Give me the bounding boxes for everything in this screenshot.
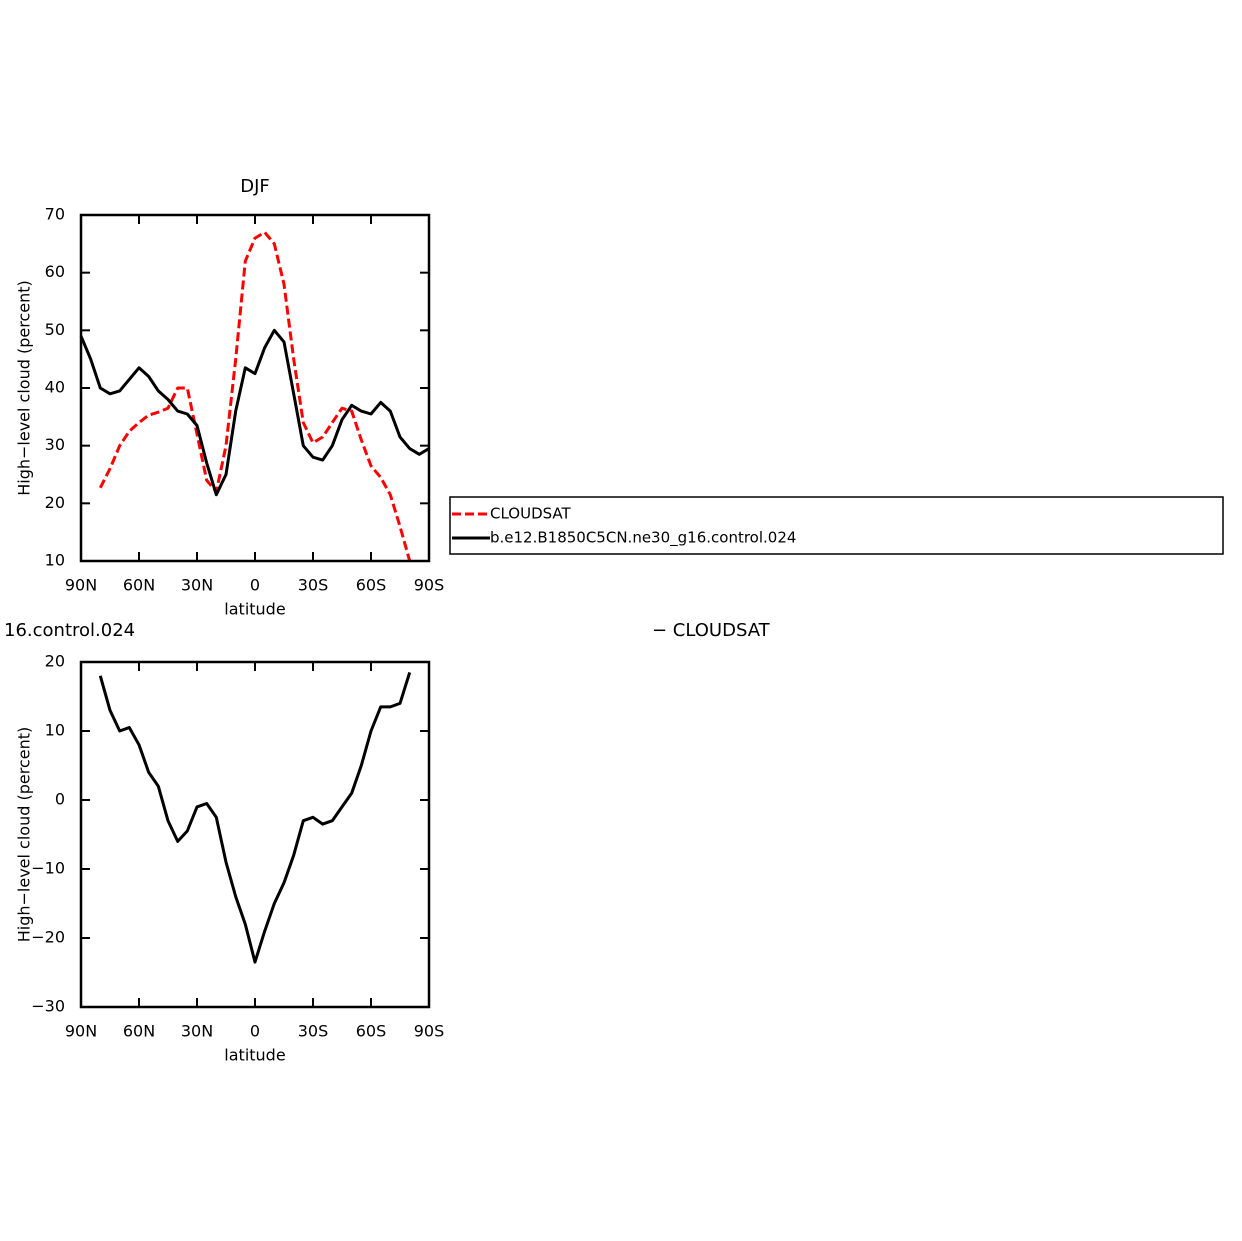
- x-axis-label: latitude: [224, 1046, 285, 1065]
- x-axis-label: latitude: [224, 600, 285, 619]
- x-tick-label: 60S: [356, 1022, 387, 1041]
- x-tick-label: 60N: [123, 576, 155, 595]
- x-tick-label: 90N: [65, 1022, 97, 1041]
- x-tick-label: 30N: [181, 576, 213, 595]
- x-tick-label: 0: [250, 1022, 260, 1041]
- y-tick-label: 10: [45, 721, 65, 740]
- x-tick-label: 90S: [414, 576, 445, 595]
- y-tick-label: −20: [31, 928, 65, 947]
- x-tick-label: 90N: [65, 576, 97, 595]
- x-tick-label: 60S: [356, 576, 387, 595]
- chart-title: DJF: [240, 176, 270, 197]
- y-tick-label: 70: [45, 205, 65, 224]
- x-tick-label: 60N: [123, 1022, 155, 1041]
- y-tick-label: 10: [45, 551, 65, 570]
- y-tick-label: 60: [45, 262, 65, 281]
- x-tick-label: 0: [250, 576, 260, 595]
- y-tick-label: 20: [45, 652, 65, 671]
- legend-label: b.e12.B1850C5CN.ne30_g16.control.024: [490, 529, 796, 548]
- data-line: [98, 230, 412, 562]
- y-tick-label: 0: [55, 790, 65, 809]
- x-tick-label: 90S: [414, 1022, 445, 1041]
- legend-label: CLOUDSAT: [490, 505, 572, 523]
- y-tick-label: 20: [45, 493, 65, 512]
- x-tick-label: 30S: [298, 576, 329, 595]
- chart-title: 16.control.024: [4, 620, 135, 641]
- y-tick-label: 30: [45, 435, 65, 454]
- legend-box: [449, 496, 1224, 555]
- y-axis-label: High−level cloud (percent): [15, 280, 34, 496]
- y-tick-label: −10: [31, 859, 65, 878]
- plot-frame: [79, 213, 431, 563]
- data-line: [79, 328, 430, 497]
- y-tick-label: 50: [45, 320, 65, 339]
- y-tick-label: 40: [45, 378, 65, 397]
- data-line: [98, 671, 412, 964]
- chart-title: − CLOUDSAT: [652, 620, 771, 641]
- y-axis-label: High−level cloud (percent): [15, 727, 34, 943]
- x-tick-label: 30N: [181, 1022, 213, 1041]
- y-tick-label: −30: [31, 997, 65, 1016]
- x-tick-label: 30S: [298, 1022, 329, 1041]
